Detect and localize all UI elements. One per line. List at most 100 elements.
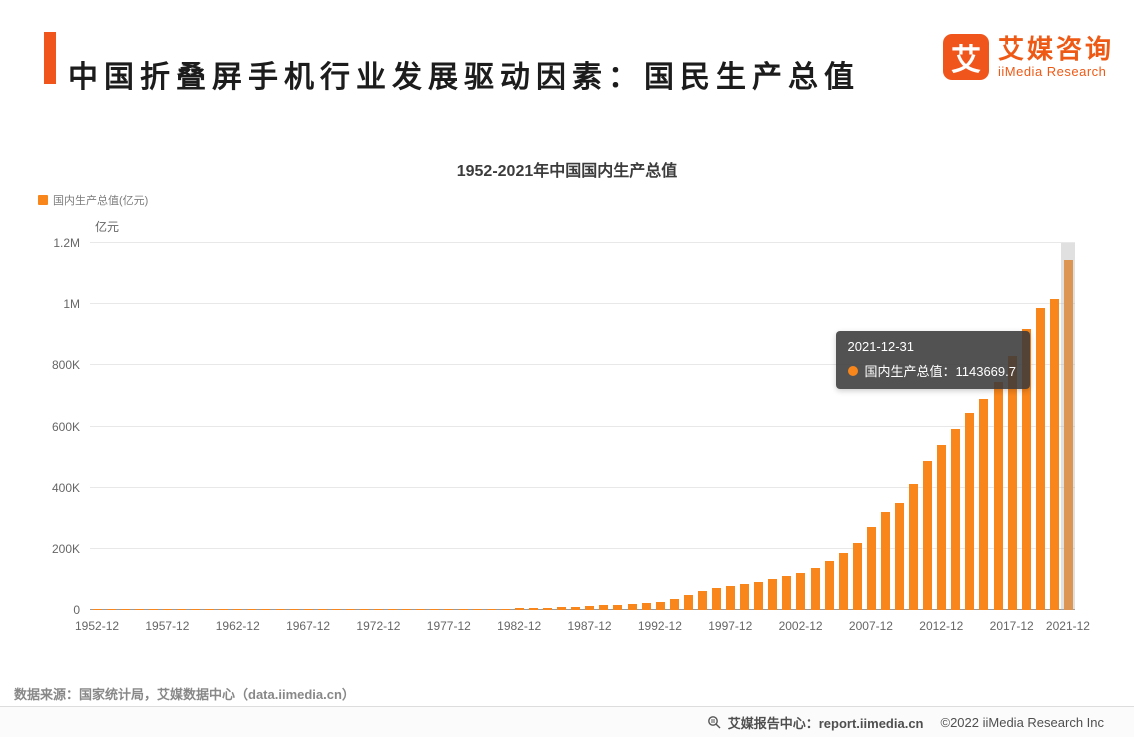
bar-2016-12[interactable] bbox=[993, 381, 1003, 610]
y-axis-unit-label: 亿元 bbox=[95, 220, 120, 234]
bar-1956-12[interactable] bbox=[148, 608, 158, 610]
bar-1959-12[interactable] bbox=[191, 608, 201, 610]
bar-1975-12[interactable] bbox=[416, 608, 426, 610]
bar-1966-12[interactable] bbox=[289, 608, 299, 610]
bar-1996-12[interactable] bbox=[711, 588, 721, 610]
bar-1984-12[interactable] bbox=[543, 607, 553, 610]
bar-1992-12[interactable] bbox=[655, 601, 665, 610]
x-tick-label: 2021-12 bbox=[1045, 619, 1090, 633]
bar-2003-12[interactable] bbox=[810, 567, 820, 610]
bar-1977-12[interactable] bbox=[444, 608, 454, 610]
bar-2011-12[interactable] bbox=[923, 460, 933, 610]
bar-1989-12[interactable] bbox=[613, 604, 623, 610]
bar-1960-12[interactable] bbox=[205, 608, 215, 610]
bar-1987-12[interactable] bbox=[585, 606, 595, 610]
bar-1985-12[interactable] bbox=[557, 607, 567, 610]
bar-2008-12[interactable] bbox=[880, 512, 890, 610]
bar-2001-12[interactable] bbox=[782, 576, 792, 610]
footer-bar: 艾媒报告中心：report.iimedia.cn ©2022 iiMedia R… bbox=[0, 706, 1134, 737]
tooltip-series-dot-icon bbox=[847, 365, 858, 376]
gridline bbox=[90, 547, 1075, 549]
x-tick-label: 2017-12 bbox=[989, 619, 1034, 633]
bar-1967-12[interactable] bbox=[303, 608, 313, 610]
bar-1969-12[interactable] bbox=[331, 608, 341, 610]
bar-1965-12[interactable] bbox=[275, 608, 285, 610]
bar-1970-12[interactable] bbox=[345, 608, 355, 610]
bar-1999-12[interactable] bbox=[754, 582, 764, 610]
bar-1979-12[interactable] bbox=[472, 608, 482, 610]
x-tick-label: 1977-12 bbox=[426, 619, 471, 633]
gridline bbox=[90, 486, 1075, 488]
bar-1962-12[interactable] bbox=[233, 608, 243, 610]
logo-subtitle: iiMedia Research bbox=[997, 64, 1107, 80]
bar-1983-12[interactable] bbox=[528, 608, 538, 610]
bar-1981-12[interactable] bbox=[500, 608, 510, 610]
bar-2012-12[interactable] bbox=[937, 445, 947, 610]
bar-1976-12[interactable] bbox=[430, 608, 440, 610]
bar-2018-12[interactable] bbox=[1021, 328, 1031, 610]
data-source-note: 数据来源：国家统计局，艾媒数据中心（data.iimedia.cn） bbox=[14, 687, 355, 702]
footer-report-link[interactable]: 艾媒报告中心：report.iimedia.cn bbox=[727, 715, 924, 731]
bar-1958-12[interactable] bbox=[177, 608, 186, 610]
bar-1968-12[interactable] bbox=[317, 608, 327, 610]
bar-1993-12[interactable] bbox=[669, 599, 679, 610]
bar-1972-12[interactable] bbox=[374, 608, 384, 610]
bar-2020-12[interactable] bbox=[1049, 299, 1059, 610]
bar-1952-12[interactable] bbox=[92, 608, 102, 610]
bar-1997-12[interactable] bbox=[726, 585, 736, 610]
x-tick-label: 1952-12 bbox=[75, 619, 120, 633]
legend-label: 国内生产总值(亿元) bbox=[53, 195, 149, 207]
title-accent-bar bbox=[44, 32, 56, 84]
bar-2013-12[interactable] bbox=[951, 428, 961, 610]
bar-2010-12[interactable] bbox=[909, 483, 919, 610]
bar-2014-12[interactable] bbox=[965, 413, 975, 610]
bar-2006-12[interactable] bbox=[852, 542, 862, 610]
chart-title: 1952-2021年中国国内生产总值 bbox=[456, 163, 678, 180]
bar-1980-12[interactable] bbox=[486, 608, 496, 610]
footer-copyright: ©2022 iiMedia Research Inc bbox=[940, 714, 1105, 730]
tooltip-series-value: 国内生产总值：1143669.7 bbox=[864, 364, 1017, 379]
bar-2017-12[interactable] bbox=[1007, 355, 1017, 610]
bar-1961-12[interactable] bbox=[219, 608, 229, 610]
bar-1990-12[interactable] bbox=[627, 604, 637, 610]
bar-2019-12[interactable] bbox=[1035, 308, 1045, 610]
bar-1991-12[interactable] bbox=[641, 603, 651, 610]
bar-1973-12[interactable] bbox=[388, 608, 398, 610]
bar-2000-12[interactable] bbox=[768, 579, 778, 610]
tooltip-date: 2021-12-31 bbox=[847, 339, 915, 354]
bar-1953-12[interactable] bbox=[106, 608, 116, 610]
bar-1994-12[interactable] bbox=[683, 595, 693, 610]
bar-1978-12[interactable] bbox=[458, 608, 468, 610]
bar-1986-12[interactable] bbox=[571, 606, 581, 610]
bar-1988-12[interactable] bbox=[599, 605, 609, 610]
bar-1982-12[interactable] bbox=[514, 608, 524, 610]
bar-1963-12[interactable] bbox=[247, 608, 257, 610]
bar-1957-12[interactable] bbox=[162, 608, 172, 610]
y-tick-label: 0 bbox=[73, 603, 80, 617]
bar-2004-12[interactable] bbox=[824, 560, 834, 610]
gridline bbox=[90, 425, 1075, 427]
y-tick-label: 600K bbox=[51, 419, 80, 434]
y-tick-label: 200K bbox=[51, 541, 80, 556]
bar-2021-12[interactable] bbox=[1063, 260, 1073, 610]
x-tick-label: 1967-12 bbox=[286, 619, 331, 633]
bar-1964-12[interactable] bbox=[261, 608, 271, 610]
bar-2015-12[interactable] bbox=[979, 399, 989, 610]
bar-1998-12[interactable] bbox=[740, 583, 750, 610]
bar-1995-12[interactable] bbox=[697, 591, 707, 610]
gridline bbox=[90, 364, 1075, 366]
bar-1971-12[interactable] bbox=[360, 608, 370, 610]
bar-2007-12[interactable] bbox=[866, 527, 876, 610]
bar-1954-12[interactable] bbox=[120, 608, 130, 610]
bar-2002-12[interactable] bbox=[796, 572, 806, 610]
bar-1974-12[interactable] bbox=[402, 608, 412, 610]
bar-1955-12[interactable] bbox=[134, 608, 144, 610]
iimedia-logo: 艾 艾媒咨询 iiMedia Research bbox=[942, 34, 1114, 80]
bar-2009-12[interactable] bbox=[894, 503, 904, 610]
x-tick-label: 1962-12 bbox=[215, 619, 260, 633]
legend-item-gdp[interactable]: 国内生产总值(亿元) bbox=[38, 192, 148, 208]
x-tick-label: 1997-12 bbox=[708, 619, 753, 633]
y-tick-label: 400K bbox=[51, 480, 80, 495]
legend-swatch-icon bbox=[38, 195, 48, 205]
bar-2005-12[interactable] bbox=[838, 552, 848, 610]
